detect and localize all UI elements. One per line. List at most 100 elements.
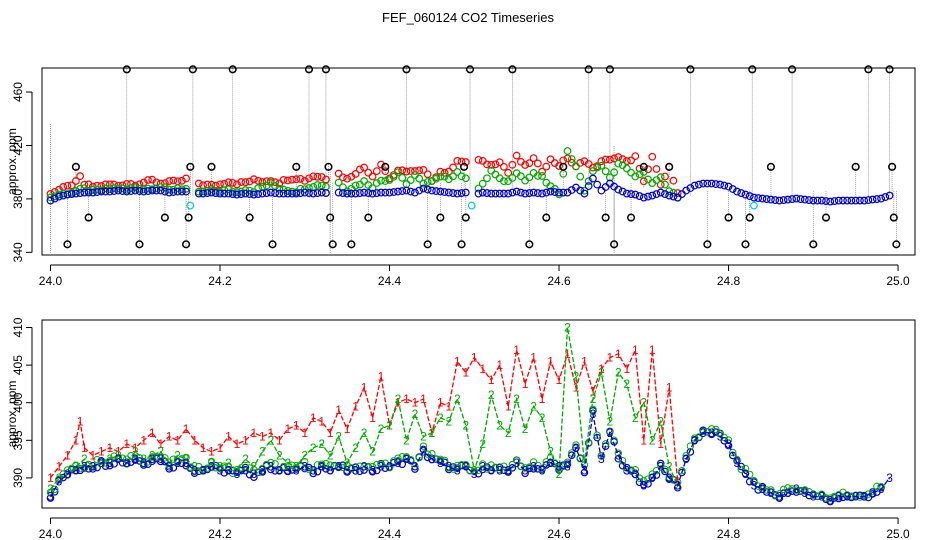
red-point	[372, 167, 381, 176]
blue-point	[343, 189, 352, 198]
blue-circle	[351, 463, 360, 471]
green-circle	[707, 425, 716, 433]
series-2-marker: 2	[429, 426, 436, 440]
green-circle	[479, 460, 487, 468]
blue-circle	[423, 453, 432, 462]
blue-point	[237, 190, 246, 198]
series-3-marker: 3	[284, 463, 291, 477]
red-point	[529, 154, 538, 163]
outlier-point	[207, 162, 216, 171]
blue-point	[76, 189, 85, 197]
outlier-point	[182, 240, 191, 249]
series-3-marker: 3	[505, 463, 512, 477]
blue-circle	[326, 466, 334, 475]
outlier-point	[245, 213, 254, 222]
green-point	[627, 168, 635, 177]
outlier-point	[885, 65, 894, 74]
green-point	[249, 188, 258, 197]
blue-point	[881, 193, 890, 201]
series-2-marker: 2	[149, 448, 156, 462]
green-point	[644, 175, 652, 184]
green-point	[436, 172, 445, 181]
red-point	[656, 180, 665, 189]
blue-point	[631, 190, 640, 199]
red-point	[605, 155, 614, 164]
red-point	[648, 152, 657, 161]
outlier-point	[188, 65, 197, 74]
series-3-marker: 3	[276, 463, 283, 477]
blue-point	[144, 187, 152, 195]
red-point	[207, 180, 216, 189]
green-circle	[453, 461, 462, 470]
blue-point	[686, 184, 695, 192]
green-circle	[775, 490, 784, 498]
blue-point	[211, 189, 220, 197]
series-2-marker: 2	[412, 407, 419, 421]
series-3-marker: 3	[183, 456, 190, 470]
green-circle	[258, 464, 267, 473]
green-circle	[843, 491, 851, 499]
series-3-marker: 3	[768, 486, 775, 500]
green-circle	[51, 485, 59, 494]
green-circle	[178, 455, 186, 463]
red-point	[411, 167, 419, 175]
blue-point	[347, 189, 356, 198]
green-point	[661, 180, 669, 189]
series-3-marker: 3	[513, 456, 520, 470]
blue-point	[84, 188, 93, 197]
series-2-marker: 2	[140, 452, 147, 466]
series-1-marker: 1	[640, 433, 647, 447]
blue-point	[122, 187, 131, 196]
green-point	[300, 185, 309, 194]
green-circle	[589, 405, 597, 413]
series-2-marker: 2	[191, 460, 198, 474]
green-circle	[801, 486, 809, 494]
blue-point	[669, 192, 678, 201]
blue-point	[538, 189, 546, 198]
series-2-marker: 2	[573, 369, 580, 383]
blue-point	[805, 196, 813, 204]
green-point	[419, 179, 428, 188]
series-1-marker: 1	[183, 422, 190, 436]
outlier-point	[328, 240, 337, 249]
outlier-point	[851, 162, 860, 171]
blue-point	[398, 187, 407, 195]
red-point	[165, 177, 174, 185]
series-1-marker: 1	[276, 433, 283, 447]
series-3-marker: 3	[564, 460, 571, 474]
series-2-marker: 2	[471, 463, 478, 477]
red-point	[546, 155, 555, 164]
series-3-marker: 3	[429, 452, 436, 466]
cyan-point	[467, 201, 476, 210]
green-point	[372, 179, 381, 187]
series-2-marker: 2	[327, 448, 334, 462]
blue-point	[567, 186, 576, 194]
series-2-marker: 2	[301, 448, 308, 462]
series-3-marker: 3	[801, 486, 808, 500]
green-circle	[394, 454, 402, 462]
series-1-marker: 1	[301, 426, 308, 440]
series-1-marker: 1	[607, 351, 614, 365]
blue-point	[67, 190, 76, 198]
outlier-point	[821, 213, 831, 222]
series-1-marker: 1	[115, 445, 122, 459]
red-point	[542, 162, 551, 171]
series-2-marker: 2	[310, 441, 317, 455]
blue-circle	[267, 465, 275, 474]
green-point	[639, 168, 648, 176]
outlier-point	[741, 240, 750, 249]
series-1-marker: 1	[208, 445, 215, 459]
red-point	[152, 178, 161, 187]
series-1-marker: 1	[200, 441, 207, 455]
blue-point	[436, 187, 445, 196]
series-2-marker: 2	[454, 392, 461, 406]
red-point	[597, 157, 606, 166]
series-1-marker: 1	[598, 362, 605, 376]
outlier-point	[71, 162, 80, 171]
outlier-point	[766, 162, 775, 171]
series-1-marker: 1	[539, 392, 546, 406]
series-1-marker: 1	[649, 343, 656, 357]
series-1-marker: 1	[310, 411, 317, 425]
series-3-marker: 3	[98, 456, 105, 470]
series-3-marker: 3	[268, 460, 275, 474]
